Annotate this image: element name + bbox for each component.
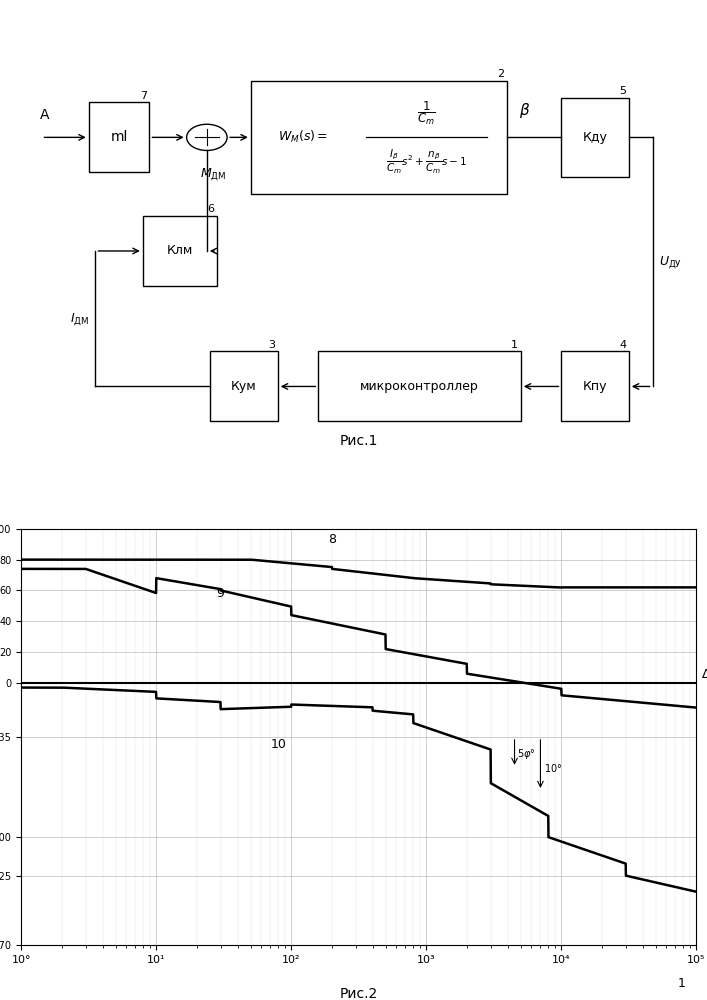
Text: 4: 4 (619, 340, 626, 350)
Text: 7: 7 (140, 91, 147, 101)
Text: 3: 3 (268, 340, 275, 350)
Text: микроконтроллер: микроконтроллер (360, 380, 479, 393)
Text: 6: 6 (207, 204, 214, 214)
Text: A: A (40, 108, 49, 122)
FancyBboxPatch shape (561, 351, 629, 421)
Text: Кпу: Кпу (583, 380, 607, 393)
FancyBboxPatch shape (143, 216, 217, 286)
FancyBboxPatch shape (251, 81, 508, 194)
Text: $U_{\text{ДУ}}$: $U_{\text{ДУ}}$ (659, 254, 682, 270)
Text: $M_{\text{ДМ}}$: $M_{\text{ДМ}}$ (201, 166, 227, 182)
Text: 2: 2 (498, 69, 505, 79)
Text: ml: ml (110, 130, 128, 144)
Text: $\dfrac{I_\beta}{C_m}s^2+\dfrac{n_\beta}{C_m}s-1$: $\dfrac{I_\beta}{C_m}s^2+\dfrac{n_\beta}… (386, 147, 467, 176)
Text: Δ: Δ (702, 668, 707, 681)
Text: $\beta$: $\beta$ (518, 101, 530, 120)
Text: Кум: Кум (231, 380, 257, 393)
Text: $W_M(s)=$: $W_M(s)=$ (278, 129, 328, 145)
Text: $I_{\text{ДМ}}$: $I_{\text{ДМ}}$ (69, 311, 89, 327)
Text: 8: 8 (328, 533, 336, 546)
Text: 10: 10 (270, 738, 286, 751)
Text: Кду: Кду (583, 131, 607, 144)
Text: Рис.1: Рис.1 (339, 434, 378, 448)
FancyBboxPatch shape (561, 98, 629, 177)
Text: 1: 1 (511, 340, 518, 350)
Text: $10°$: $10°$ (544, 762, 563, 774)
Text: $5\varphi°$: $5\varphi°$ (517, 747, 536, 761)
Text: 5: 5 (619, 86, 626, 96)
FancyBboxPatch shape (89, 102, 149, 172)
FancyBboxPatch shape (318, 351, 521, 421)
Text: 9: 9 (217, 587, 225, 600)
Text: $\dfrac{1}{C_m}$: $\dfrac{1}{C_m}$ (417, 99, 436, 127)
Text: Рис.2: Рис.2 (339, 987, 378, 1000)
Text: Клм: Клм (167, 244, 193, 257)
FancyBboxPatch shape (210, 351, 278, 421)
Text: 1: 1 (678, 977, 686, 990)
